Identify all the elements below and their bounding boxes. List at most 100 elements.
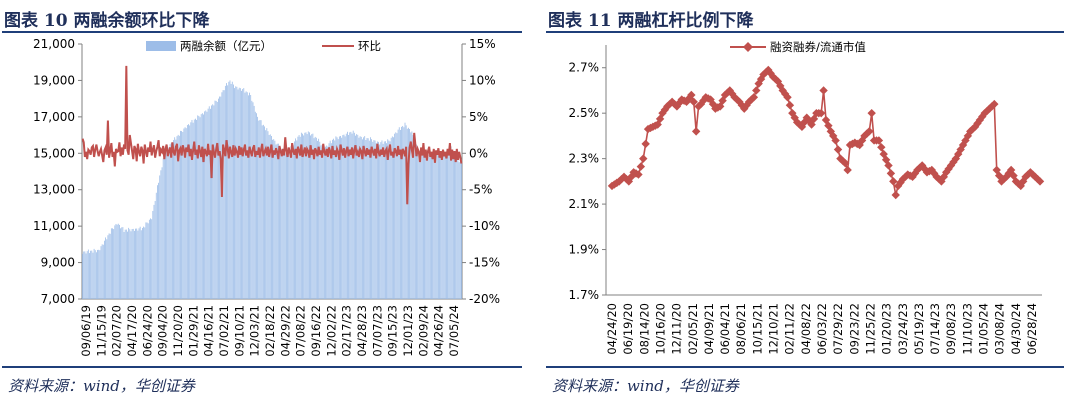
balance-bar — [367, 138, 369, 299]
balance-bar — [409, 129, 411, 299]
ratio-marker — [1035, 177, 1045, 186]
balance-bar — [318, 138, 320, 299]
balance-bar — [92, 252, 94, 299]
title-rule — [2, 31, 522, 33]
ratio-marker — [1028, 170, 1037, 179]
balance-bar — [387, 139, 389, 299]
balance-bar — [428, 154, 430, 299]
balance-bar — [435, 153, 437, 299]
balance-bar — [374, 140, 376, 299]
balance-bar — [309, 132, 310, 299]
ratio-marker — [689, 97, 698, 107]
x-tick-label: 09/08/23 — [944, 303, 958, 355]
legend-swatch-marker — [743, 42, 753, 52]
x-tick-label: 04/17/20 — [125, 305, 139, 357]
balance-bar — [226, 83, 227, 299]
x-tick-label: 12/10/21 — [767, 303, 781, 355]
balance-bar — [159, 175, 161, 299]
balance-bar — [434, 155, 436, 299]
balance-bar — [458, 162, 460, 299]
x-tick-label: 06/19/20 — [621, 303, 635, 355]
balance-bar — [245, 91, 247, 299]
balance-bar — [310, 135, 311, 299]
x-tick-label: 07/05/24 — [447, 305, 461, 357]
balance-bar — [189, 125, 191, 299]
legend-swatch-bar — [146, 41, 176, 51]
balance-bar — [429, 154, 431, 299]
ratio-marker — [910, 169, 920, 178]
ratio-marker — [682, 97, 691, 107]
balance-bar — [116, 224, 118, 299]
balance-bar — [100, 246, 102, 299]
balance-bar — [195, 118, 196, 300]
balance-bar — [350, 131, 352, 299]
balance-bar — [448, 152, 450, 299]
x-tick-label: 04/26/24 — [432, 305, 446, 357]
balance-bar — [131, 228, 133, 299]
balance-bar — [456, 159, 458, 299]
balance-bar — [155, 192, 157, 299]
ratio-marker — [617, 174, 626, 184]
balance-bar — [133, 230, 135, 299]
balance-bar — [170, 142, 172, 299]
x-tick-label: 04/29/22 — [278, 305, 292, 357]
y-tick-label-right: 10% — [469, 73, 496, 87]
balance-bar — [357, 134, 359, 299]
ratio-marker — [641, 139, 650, 149]
balance-bar — [455, 160, 457, 299]
balance-bar — [109, 233, 111, 299]
ratio-marker — [783, 93, 792, 102]
balance-bar — [104, 240, 105, 299]
balance-bar — [236, 86, 238, 299]
balance-bar — [271, 135, 272, 299]
balance-bar — [397, 129, 399, 299]
balance-bar — [336, 137, 338, 299]
x-tick-label: 09/16/22 — [309, 305, 323, 357]
balance-bar — [321, 144, 323, 299]
ratio-marker — [879, 149, 888, 159]
balance-bar — [281, 149, 283, 299]
title-rule — [546, 31, 1064, 33]
balance-bar — [238, 87, 240, 300]
balance-bar — [220, 96, 222, 299]
ratio-marker — [997, 177, 1006, 186]
balance-bar — [276, 143, 278, 299]
x-tick-label: 07/07/23 — [370, 305, 384, 357]
balance-bar — [395, 132, 397, 299]
balance-bar — [201, 113, 203, 300]
ratio-marker — [785, 101, 795, 110]
balance-bar — [291, 144, 293, 299]
balance-bar — [294, 141, 295, 299]
ratio-marker — [826, 127, 836, 136]
balance-bar — [344, 136, 346, 299]
x-tick-label: 07/08/22 — [294, 305, 308, 357]
balance-bar — [147, 223, 149, 299]
ratio-marker — [978, 112, 987, 121]
balance-bar — [222, 90, 224, 299]
balance-bar — [145, 222, 147, 299]
balance-bar — [117, 223, 119, 299]
ratio-marker — [893, 181, 903, 191]
balance-bar — [83, 251, 85, 299]
ratio-marker — [930, 169, 939, 178]
balance-bar — [94, 250, 96, 299]
x-tick-label: 09/15/23 — [386, 305, 400, 357]
x-tick-label: 02/09/24 — [416, 305, 430, 357]
balance-bar — [427, 157, 429, 299]
balance-bar — [380, 142, 382, 299]
ratio-marker — [636, 162, 646, 171]
ratio-marker — [790, 113, 799, 122]
balance-bar — [275, 144, 277, 299]
balance-bar — [361, 139, 363, 299]
balance-bar — [423, 154, 424, 299]
balance-bar — [251, 100, 253, 299]
balance-bar — [84, 251, 86, 299]
balance-bar — [173, 140, 174, 299]
balance-bar — [150, 218, 151, 299]
balance-bar — [165, 151, 166, 299]
y-tick-label: 1.9% — [569, 243, 600, 257]
x-tick-label: 12/02/22 — [324, 305, 338, 357]
balance-bar — [451, 152, 453, 299]
balance-bar — [153, 204, 155, 299]
balance-bar — [211, 105, 212, 299]
